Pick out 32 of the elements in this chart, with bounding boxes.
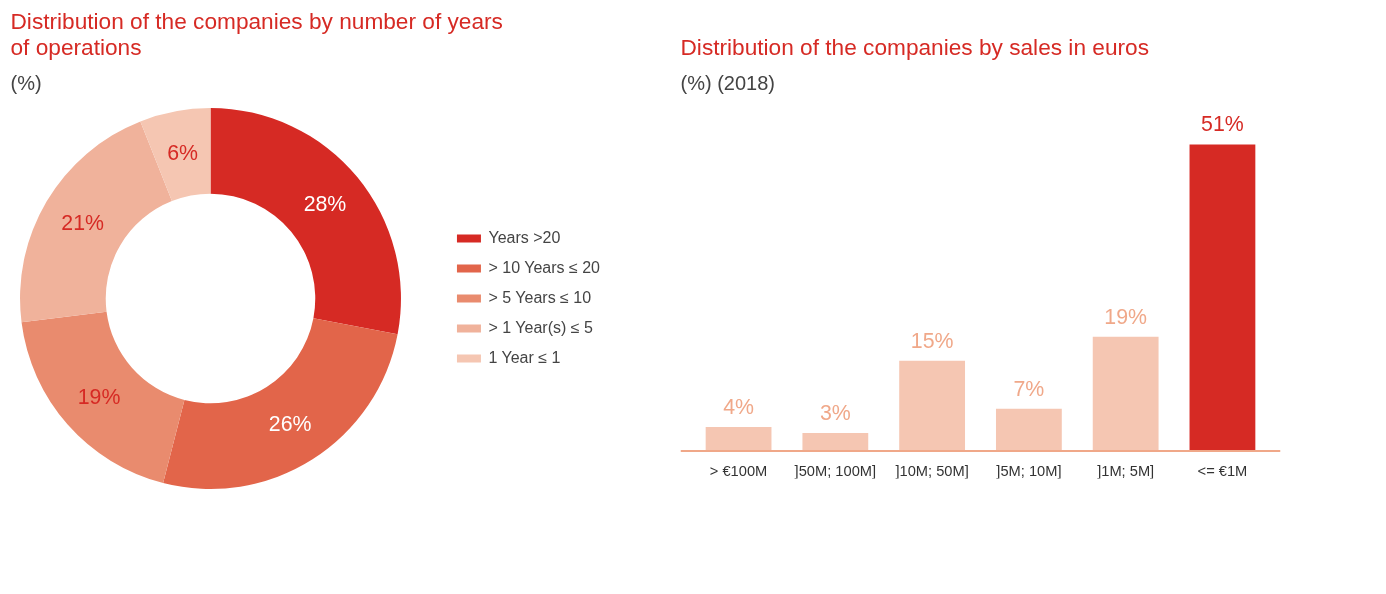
data-label: 51% [1201,112,1244,137]
data-label: 21% [61,210,104,235]
data-label: 6% [167,140,199,165]
bar [899,360,966,451]
chart-subtitle: (%) [10,71,42,94]
chart-title: Distribution of the companies by number of years of operations [10,7,503,60]
bar [705,426,772,451]
x-tick-label: ]1M; 5M] [1097,462,1155,479]
bar [1189,144,1256,451]
chart-subtitle: (%) (2018) [680,71,775,94]
data-label: 28% [303,191,347,216]
bar [802,432,869,451]
bar [995,408,1062,451]
data-label: 26% [268,411,312,436]
data-label: 4% [723,394,755,419]
data-label: 15% [910,328,954,353]
x-tick-label: > €100M [709,462,768,479]
data-label: 19% [1104,304,1148,329]
data-label: 3% [819,400,851,425]
x-tick-label: ]10M; 50M] [895,462,969,479]
bar [1092,336,1159,451]
x-tick-label: ]50M; 100M] [794,462,877,479]
x-tick-label: ]5M; 10M] [996,462,1062,479]
legend-label: 1 Year ≤ 1 [488,349,561,367]
x-tick-label: <= €1M [1197,462,1248,479]
chart-title: Distribution of the companies by sales in euros [680,33,1149,60]
data-label: 19% [77,384,121,409]
legend-label: > 10 Years ≤ 20 [488,259,600,277]
legend-label: > 1 Year(s) ≤ 5 [488,319,593,337]
legend-label: > 5 Years ≤ 10 [488,289,592,307]
legend-label: Years >20 [488,229,561,247]
data-label: 7% [1013,376,1045,401]
